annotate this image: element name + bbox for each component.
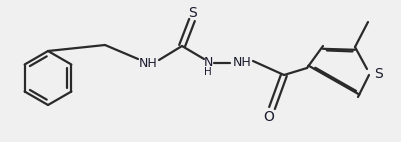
Text: N: N [203, 56, 212, 68]
Text: H: H [204, 67, 211, 77]
Text: S: S [188, 6, 197, 20]
Text: NH: NH [232, 56, 251, 68]
Text: S: S [374, 67, 383, 81]
Text: NH: NH [138, 57, 157, 69]
Text: O: O [263, 110, 274, 124]
